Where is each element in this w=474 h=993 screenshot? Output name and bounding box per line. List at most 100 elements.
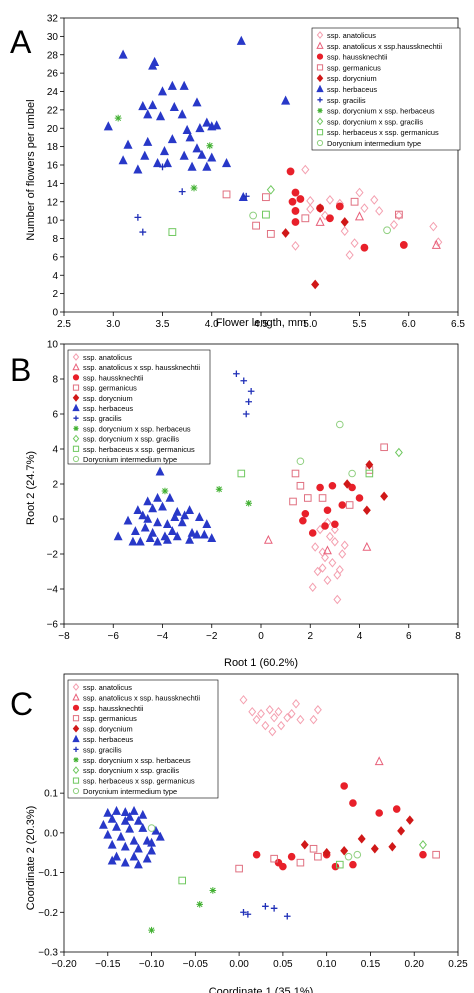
legend-marker — [317, 97, 323, 103]
data-point — [395, 210, 403, 219]
data-point — [270, 712, 279, 723]
data-point — [328, 558, 337, 568]
data-point — [155, 111, 166, 121]
data-point — [311, 279, 320, 290]
data-point — [162, 157, 172, 168]
data-point — [291, 240, 300, 251]
data-point — [153, 157, 163, 168]
data-point — [321, 522, 329, 530]
data-point — [287, 852, 296, 861]
x-tick-label: 0.00 — [229, 959, 249, 970]
data-point — [247, 387, 255, 395]
x-tick-label: 2 — [307, 631, 313, 642]
series-ssp-anatolicus-x-ssp-haussknechtii — [374, 756, 384, 766]
data-point — [326, 214, 334, 223]
data-point — [383, 226, 391, 235]
series-ssp-dorycnium — [300, 815, 414, 858]
data-point — [235, 864, 243, 873]
y-tick-label: 4 — [52, 271, 58, 282]
legend-marker — [72, 704, 80, 711]
data-point — [212, 120, 222, 130]
legend-label: ssp. herbaceus x ssp. germanicus — [83, 777, 195, 786]
data-point — [323, 575, 332, 585]
data-point — [169, 101, 179, 112]
data-point — [148, 503, 158, 513]
data-point — [331, 520, 339, 529]
series-ssp-dorycnium-x-ssp-gracilis — [266, 184, 275, 195]
legend: ssp. anatolicus ssp. anatolicus x ssp.hau… — [311, 27, 461, 151]
data-point — [350, 197, 359, 206]
data-point — [177, 109, 187, 119]
legend-label: ssp. dorycnium — [83, 725, 133, 734]
series-ssp-dorycnium-x-ssp-gracilis — [419, 840, 427, 850]
y-tick-label: 30 — [47, 32, 59, 43]
legend-label: ssp. germanicus — [83, 714, 137, 723]
x-tick-label: −6 — [108, 631, 120, 642]
legend-marker — [316, 84, 324, 93]
data-point — [265, 705, 274, 715]
legend-marker — [72, 734, 80, 743]
data-point — [123, 139, 133, 149]
data-point — [354, 211, 365, 221]
data-point — [179, 150, 189, 160]
y-tick-label: 6 — [52, 410, 58, 421]
legend-box — [67, 679, 219, 799]
series-ssp-herbaceus-x-ssp-germanicus — [168, 210, 270, 236]
data-point — [161, 487, 169, 495]
data-point — [244, 910, 252, 918]
data-point — [98, 819, 108, 829]
legend-marker — [72, 403, 80, 412]
data-point — [306, 195, 315, 206]
data-point — [113, 531, 123, 541]
data-point — [296, 481, 305, 490]
data-point — [165, 492, 175, 502]
x-tick-label: 0.20 — [404, 959, 424, 970]
data-point — [120, 841, 130, 851]
data-point — [262, 210, 270, 219]
data-point — [159, 146, 170, 156]
data-point — [335, 565, 344, 575]
data-point — [315, 216, 325, 226]
data-point — [252, 221, 260, 230]
data-point — [112, 805, 121, 815]
data-point — [323, 506, 332, 515]
data-point — [336, 420, 344, 429]
data-point — [299, 516, 307, 525]
data-point — [394, 210, 403, 221]
data-point — [133, 859, 143, 869]
data-point — [268, 726, 277, 737]
x-tick-label: 0.10 — [317, 959, 337, 970]
panel-label-a: A — [10, 24, 32, 60]
data-point — [313, 566, 322, 577]
legend-label: ssp. germanicus — [327, 63, 381, 72]
data-point — [394, 447, 403, 458]
data-point — [277, 720, 286, 731]
x-tick-label: 4.0 — [205, 319, 219, 330]
data-point — [345, 250, 354, 260]
data-point — [192, 143, 202, 153]
data-point — [360, 243, 369, 252]
x-tick-label: 0 — [258, 631, 264, 642]
x-tick-label: −0.20 — [51, 959, 77, 970]
data-point — [194, 512, 204, 522]
data-point — [296, 457, 305, 466]
data-point — [114, 114, 122, 122]
x-axis-title: Coordinate 1 (35.1%) — [209, 986, 314, 993]
data-point — [388, 842, 397, 852]
data-point — [138, 510, 148, 520]
data-point — [209, 887, 217, 894]
data-point — [291, 218, 300, 226]
y-tick-label: 22 — [47, 105, 59, 116]
data-point — [157, 86, 168, 96]
legend-marker — [316, 41, 324, 49]
data-point — [153, 536, 163, 546]
legend-marker — [72, 384, 80, 391]
data-point — [148, 926, 155, 934]
y-tick-label: 2 — [52, 289, 58, 300]
legend-label: ssp. dorycnium x ssp. gracilis — [83, 435, 179, 444]
data-point — [281, 95, 291, 105]
y-tick-label: 0.0 — [44, 828, 58, 839]
data-point — [274, 858, 283, 867]
data-point — [360, 203, 369, 214]
data-point — [172, 531, 182, 541]
